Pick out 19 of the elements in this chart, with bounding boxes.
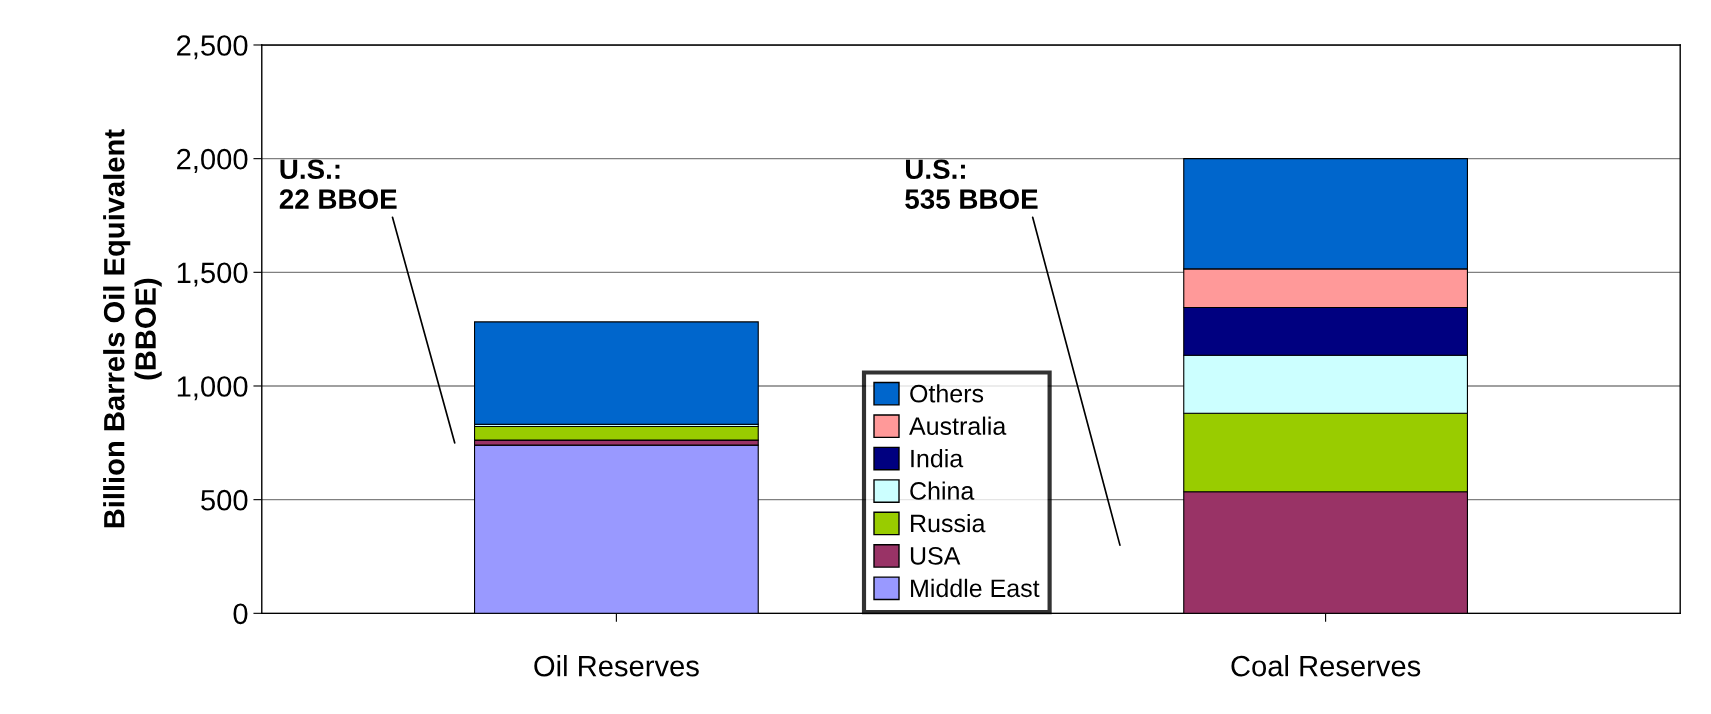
annotation: U.S.: 535 BBOE (905, 159, 1038, 210)
bar (473, 321, 759, 425)
y-tick-label: 1,500 (177, 262, 248, 287)
legend-label: China (910, 481, 975, 500)
annotation: U.S.: 22 BBOE (279, 159, 397, 209)
y-tick-label: 2,000 (177, 148, 248, 173)
x-tick-label: Oil Reserves (534, 654, 699, 677)
legend-label: USA (910, 546, 961, 565)
y-tick-label: 0 (233, 603, 248, 625)
legend-label: Others (910, 384, 984, 403)
y-tick-label: 500 (201, 489, 248, 511)
y-axis-title: Billion Barrels Oil Equivalent (BBOE) (103, 129, 162, 528)
legend-label: Middle East (911, 578, 1040, 598)
y-tick-label: 2,500 (177, 35, 248, 60)
y-tick-label: 1,000 (177, 376, 248, 401)
legend-label: India (911, 449, 964, 468)
legend-label: Russia (911, 513, 986, 533)
x-tick-label: Coal Reserves (1231, 654, 1421, 677)
legend-label: Australia (909, 416, 1007, 435)
